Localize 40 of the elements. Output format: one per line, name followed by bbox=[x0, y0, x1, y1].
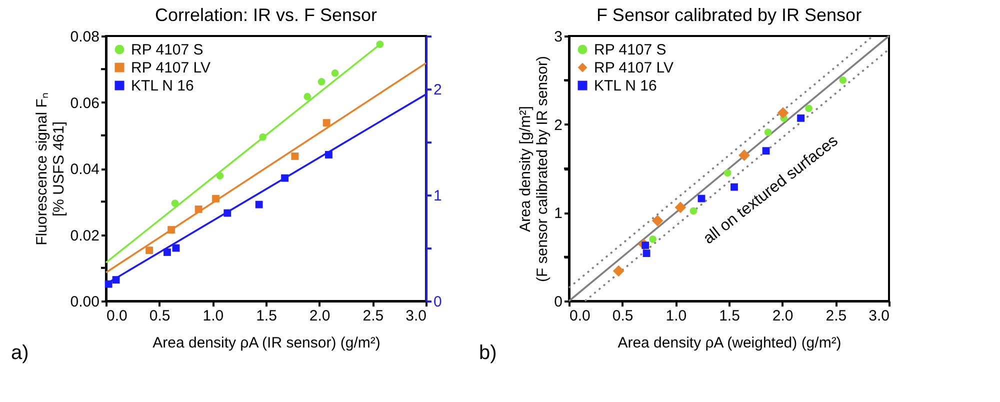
y-tick-label: 0.04 bbox=[70, 161, 100, 178]
y2-tick-label: 1 bbox=[434, 188, 442, 204]
legend-label: RP 4107 LV bbox=[594, 60, 674, 76]
x-tick-label: 2.0 bbox=[772, 308, 794, 324]
legend-label: KTL N 16 bbox=[131, 78, 194, 94]
y-tick-label: 2 bbox=[554, 116, 562, 134]
text: b) bbox=[479, 342, 497, 364]
x-tick-label: 2.0 bbox=[309, 308, 330, 324]
x-tick-label: 0.0 bbox=[570, 308, 590, 324]
x-tick-label: 1.0 bbox=[666, 308, 687, 324]
text: a) bbox=[11, 342, 29, 364]
y2-tick-label: 0 bbox=[434, 294, 442, 310]
legend-label: RP 4107 S bbox=[131, 42, 204, 58]
chart-title: F Sensor calibrated by IR Sensor bbox=[596, 5, 862, 25]
y-tick-label: 3 bbox=[554, 28, 562, 46]
chart-title: Correlation: IR vs. F Sensor bbox=[154, 5, 378, 25]
x-tick-label: 3.0 bbox=[406, 308, 426, 324]
x-tick-label: 0.5 bbox=[149, 308, 170, 324]
x-tick-label: 3.0 bbox=[868, 308, 890, 324]
x-tick-label: 2.5 bbox=[362, 308, 384, 324]
x-axis-title: Area density ρA (IR sensor) (g/m²) bbox=[152, 334, 380, 352]
legend-label: RP 4107 S bbox=[594, 42, 666, 58]
y-tick-label: 0.08 bbox=[70, 28, 100, 46]
x-tick-label: 0.0 bbox=[106, 308, 128, 324]
x-tick-label: 1.5 bbox=[256, 308, 277, 324]
y-axis-title: Area density [g/m²] (F sensor calibrated by IR sensor) bbox=[517, 56, 552, 282]
y-axis-title: Fluorescence signal Fₙ [% USFS 461] bbox=[33, 92, 68, 246]
legend-label: RP 4107 LV bbox=[131, 60, 211, 76]
x-tick-label: 0.5 bbox=[612, 308, 634, 324]
y-tick-label: 0 bbox=[554, 294, 562, 310]
y-tick-label: 1 bbox=[554, 205, 562, 222]
x-tick-label: 1.5 bbox=[719, 308, 740, 324]
y-tick-label: 0.00 bbox=[70, 294, 100, 310]
y-tick-label: 0.02 bbox=[70, 227, 100, 244]
x-axis-title: Area density ρA (weighted) (g/m²) bbox=[618, 334, 842, 352]
y2-tick-label: 2 bbox=[434, 82, 442, 98]
x-tick-label: 2.5 bbox=[826, 308, 847, 324]
legend-label: KTL N 16 bbox=[594, 78, 657, 94]
x-tick-label: 1.0 bbox=[202, 308, 224, 324]
y-tick-label: 0.06 bbox=[70, 94, 100, 112]
